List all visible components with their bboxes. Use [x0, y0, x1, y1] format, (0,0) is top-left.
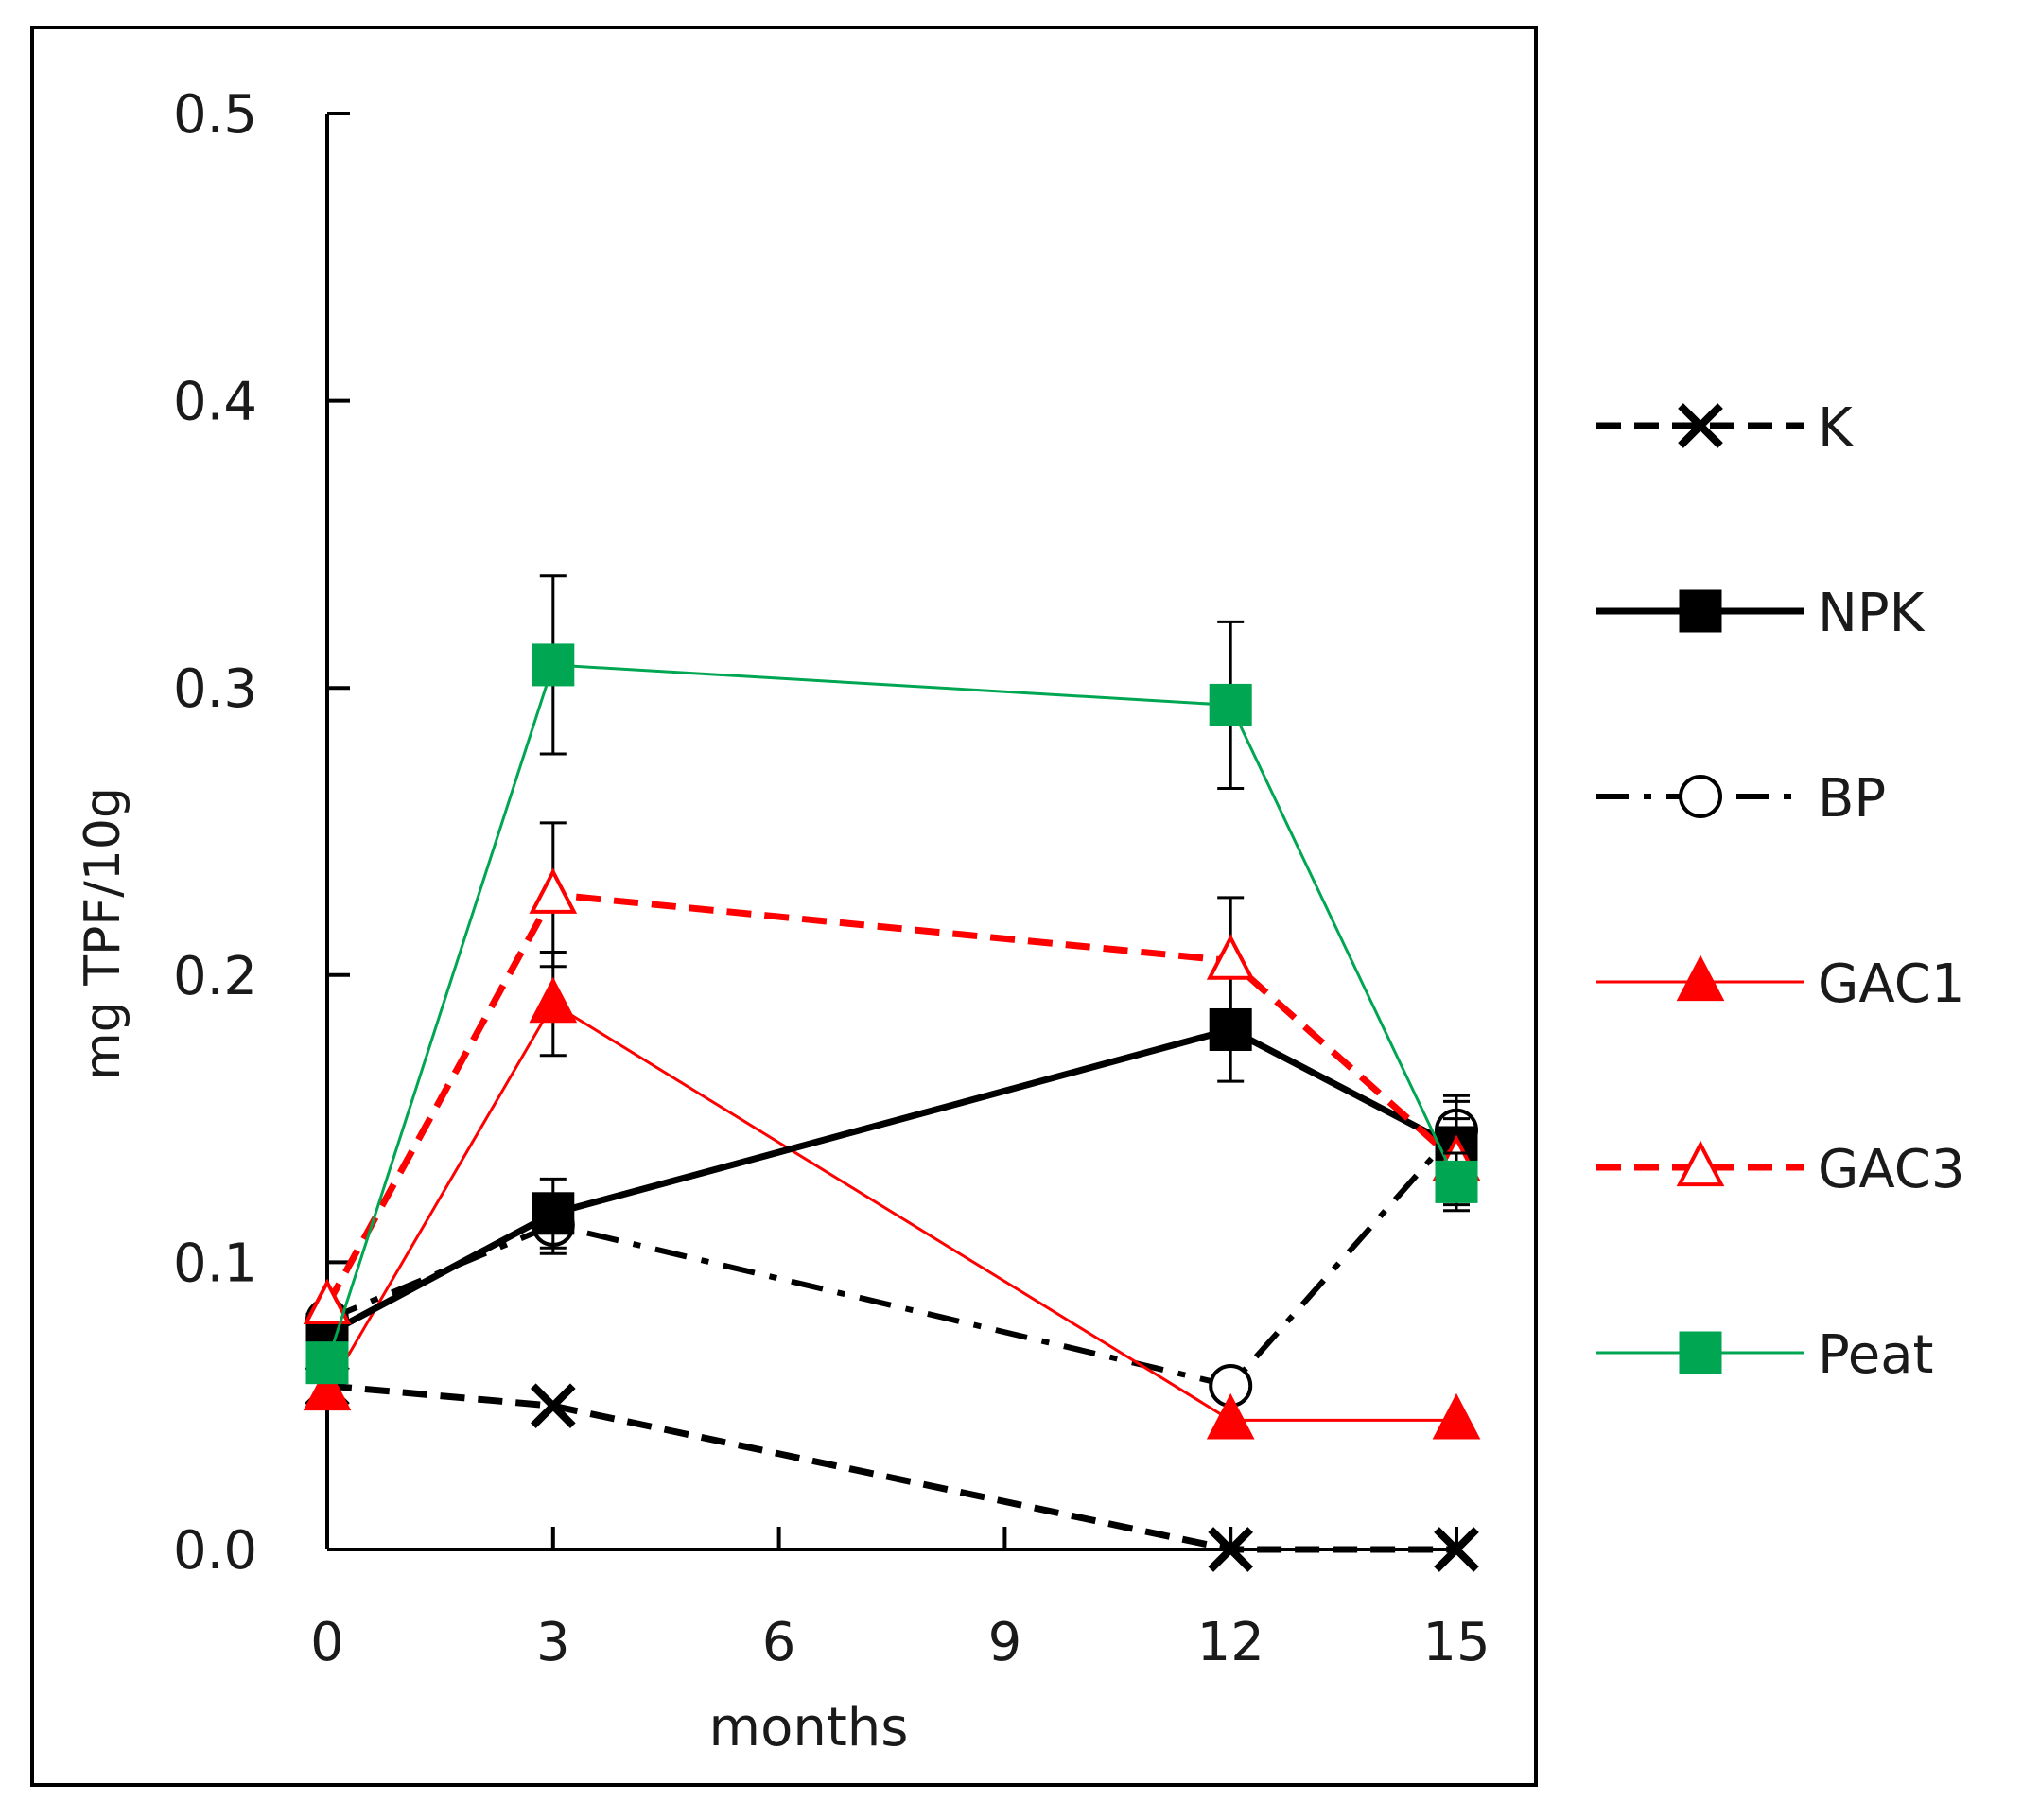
- y-tick-label: 0.1: [173, 1233, 257, 1294]
- series-line-gac3: [323, 891, 1459, 1307]
- series-gac3: [303, 821, 1481, 1325]
- legend-marker-npk: [1679, 589, 1722, 633]
- data-point-gac3: [529, 867, 578, 914]
- data-point-peat: [1435, 1160, 1478, 1203]
- legend-marker-gac1: [1676, 954, 1725, 1002]
- data-point-peat: [532, 643, 575, 687]
- x-axis-title: months: [709, 1697, 909, 1759]
- series-peat: [305, 574, 1478, 1385]
- legend-label-gac1: GAC1: [1818, 954, 1965, 1015]
- series-npk: [305, 976, 1478, 1356]
- data-point-gac1: [529, 976, 578, 1024]
- y-axis-title: mg TPF/10g: [75, 787, 131, 1080]
- y-tick-label: 0.0: [173, 1520, 257, 1582]
- data-point-gac1: [303, 1364, 352, 1411]
- data-point-gac1: [1206, 1392, 1255, 1440]
- legend-item-k: K: [1570, 378, 2005, 482]
- data-point-peat: [305, 1341, 349, 1385]
- legend-marker-peat: [1679, 1331, 1722, 1374]
- legend-marker-k: [1678, 403, 1723, 448]
- legend-swatch-k: [1596, 403, 1804, 448]
- y-tick-label: 0.3: [173, 658, 257, 720]
- series-line-k: [326, 1382, 1456, 1553]
- series-line-peat: [325, 663, 1458, 1364]
- y-tick-label: 0.2: [173, 946, 257, 1007]
- legend-item-npk: NPK: [1570, 564, 2005, 668]
- data-point-npk: [532, 1192, 575, 1235]
- data-point-k: [1208, 1527, 1254, 1572]
- series-line-bp: [325, 1128, 1459, 1390]
- y-tick-label: 0.5: [173, 84, 257, 146]
- data-point-k: [530, 1383, 576, 1429]
- legend-item-bp: BP: [1570, 749, 2005, 853]
- x-tick-label: 3: [536, 1612, 570, 1673]
- legend-swatch-gac3: [1596, 1140, 1804, 1187]
- axes: 0.0 0.1 0.2 0.3 0.4 0.5 0 3 6 9 12 15: [173, 84, 1490, 1673]
- legend-swatch-peat: [1596, 1331, 1804, 1374]
- x-tick-label: 6: [762, 1612, 796, 1673]
- data-point-peat: [1209, 683, 1252, 726]
- series-k: [305, 1363, 1479, 1572]
- x-tick-label: 9: [988, 1612, 1022, 1673]
- legend-label-gac3: GAC3: [1818, 1139, 1965, 1200]
- legend-item-gac1: GAC1: [1570, 935, 2005, 1039]
- legend-swatch-gac1: [1596, 954, 1804, 1002]
- legend-swatch-bp: [1596, 775, 1804, 818]
- series-line-gac1: [325, 1002, 1456, 1422]
- legend-label-npk: NPK: [1818, 583, 1925, 644]
- legend-marker-gac3: [1676, 1140, 1725, 1187]
- legend-label-peat: Peat: [1818, 1324, 1934, 1386]
- series-layer: [303, 574, 1481, 1572]
- legend-swatch-npk: [1596, 589, 1804, 633]
- x-tick-label: 15: [1422, 1612, 1490, 1673]
- data-point-k: [1434, 1527, 1479, 1572]
- legend-item-peat: Peat: [1570, 1305, 2005, 1409]
- x-tick-label: 0: [310, 1612, 344, 1673]
- x-tick-label: 12: [1197, 1612, 1264, 1673]
- legend-label-bp: BP: [1818, 768, 1887, 830]
- data-point-gac1: [1432, 1392, 1481, 1440]
- legend-item-gac3: GAC3: [1570, 1120, 2005, 1224]
- series-line-npk: [325, 1025, 1458, 1338]
- data-point-gac3: [1206, 934, 1255, 980]
- data-point-gac3: [303, 1278, 352, 1325]
- legend-marker-bp: [1679, 775, 1722, 818]
- legend-label-k: K: [1818, 397, 1853, 459]
- y-tick-label: 0.4: [173, 372, 257, 433]
- chart-frame: [30, 26, 1538, 1787]
- series-gac1: [303, 951, 1481, 1440]
